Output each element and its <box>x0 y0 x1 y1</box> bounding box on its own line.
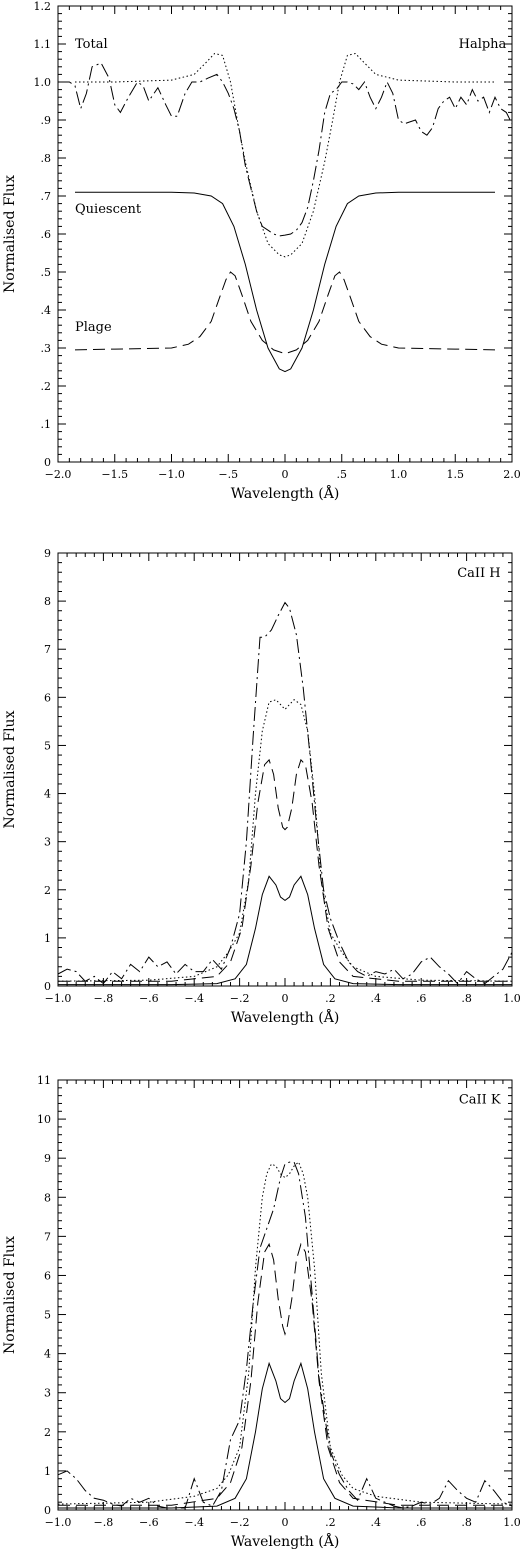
series-dashdot-line <box>57 601 513 985</box>
y-axis-label: Normalised Flux <box>2 710 18 828</box>
y-tick-label: 2 <box>44 1426 51 1439</box>
x-tick-label: 1.0 <box>503 1516 521 1529</box>
y-axis-label: Normalised Flux <box>2 175 18 293</box>
series-dashed-line <box>58 1242 512 1506</box>
y-tick-label: 1.1 <box>34 38 52 51</box>
caii-k-panel: −1.0 −.8 −.6 −.4 −.2 0 .2 .4 .6 .8 1.0 0 1 2 3 4 5 6 7 8 9 10… <box>2 1074 521 1550</box>
y-tick-label: 9 <box>44 1152 51 1165</box>
x-tick-label: −.8 <box>94 1516 114 1529</box>
y-tick-label: 1 <box>44 1465 51 1478</box>
x-tick-label: .8 <box>461 992 472 1005</box>
x-tick-label: .8 <box>461 1516 472 1529</box>
x-tick-label: −1.0 <box>45 1516 72 1529</box>
x-tick-label: −.6 <box>139 992 159 1005</box>
x-tick-label: 1.0 <box>503 992 521 1005</box>
y-tick-label: 8 <box>44 595 51 608</box>
series-dashed-line <box>74 271 496 355</box>
halpha-panel: −2.0 −1.5 −1.0 −.5 0 .5 1.0 1.5 2.0 0 .1 .2 .3 .4 .5 .6… <box>2 0 521 502</box>
plot-frame <box>57 552 513 987</box>
x-tick-label: .6 <box>416 1516 427 1529</box>
y-tick-label: .3 <box>41 342 52 355</box>
y-tick-label: 3 <box>44 836 51 849</box>
series-dashdot-line <box>58 62 513 237</box>
y-tick-label: 4 <box>44 788 51 801</box>
x-tick-label: −.5 <box>218 468 238 481</box>
x-tick-label: −2.0 <box>45 468 72 481</box>
series-solid-line <box>58 1361 512 1509</box>
y-tick-label: .6 <box>41 228 52 241</box>
series-dashdot-line <box>57 1161 513 1509</box>
x-tick-label: −.4 <box>184 1516 204 1529</box>
x-tick-label: 0 <box>282 992 289 1005</box>
y-tick-label: 5 <box>44 1309 51 1322</box>
y-tick-label: 1 <box>44 932 51 945</box>
annotation-label: Plage <box>75 320 112 335</box>
x-tick-label: 1.5 <box>447 468 465 481</box>
y-tick-label: 6 <box>44 1269 51 1282</box>
y-tick-label: .9 <box>41 114 52 127</box>
x-tick-label: 2.0 <box>503 468 521 481</box>
y-tick-label: 6 <box>44 691 51 704</box>
y-tick-label: 3 <box>44 1387 51 1400</box>
series-dashed-line <box>58 758 512 982</box>
annotation-label: CaII H <box>457 566 500 581</box>
y-tick-label: 1.0 <box>34 76 52 89</box>
x-tick-label: −.6 <box>139 1516 159 1529</box>
x-axis-label: Wavelength (Å) <box>231 1008 340 1026</box>
series-dotted-line <box>57 699 513 982</box>
x-tick-label: .4 <box>371 1516 382 1529</box>
x-tick-label: .2 <box>325 992 336 1005</box>
caii-h-panel: −1.0 −.8 −.6 −.4 −.2 0 .2 .4 .6 .8 1.0 0 1 2 3 4 5 6 7 8 9 Wa… <box>2 547 521 1026</box>
y-tick-label: .1 <box>41 418 52 431</box>
x-tick-label: −1.0 <box>45 992 72 1005</box>
annotation-label: CaII K <box>459 1092 501 1107</box>
x-tick-label: −.8 <box>94 992 114 1005</box>
y-tick-label: 4 <box>44 1348 51 1361</box>
x-axis-label: Wavelength (Å) <box>231 1532 340 1550</box>
x-tick-label: .2 <box>325 1516 336 1529</box>
x-tick-label: −.2 <box>230 992 250 1005</box>
x-tick-label: 0 <box>282 1516 289 1529</box>
x-tick-label: −1.0 <box>158 468 185 481</box>
y-tick-label: 1.2 <box>34 0 52 13</box>
y-tick-label: .8 <box>41 152 52 165</box>
series-solid-line <box>75 191 495 373</box>
annotation-label: Quiescent <box>75 202 142 217</box>
x-tick-label: −1.5 <box>101 468 128 481</box>
series-dotted-line <box>57 1161 513 1505</box>
y-tick-label: .7 <box>41 190 52 203</box>
y-tick-label: 10 <box>37 1113 51 1126</box>
series-dotted-line <box>75 52 495 258</box>
x-tick-label: 1.0 <box>390 468 408 481</box>
plot-frame <box>57 5 513 463</box>
annotation-label: Total <box>75 37 108 52</box>
y-tick-label: 0 <box>44 1504 51 1517</box>
y-tick-label: 0 <box>44 980 51 993</box>
series-solid-line <box>58 875 512 986</box>
y-tick-label: 11 <box>37 1074 51 1087</box>
plot-frame <box>57 1079 513 1511</box>
y-tick-label: 7 <box>44 1230 51 1243</box>
x-tick-label: −.2 <box>230 1516 250 1529</box>
y-tick-label: 9 <box>44 547 51 560</box>
x-tick-label: .6 <box>416 992 427 1005</box>
y-tick-label: .5 <box>41 266 52 279</box>
x-tick-label: .5 <box>337 468 348 481</box>
y-tick-label: 7 <box>44 643 51 656</box>
x-axis-label: Wavelength (Å) <box>231 484 340 502</box>
y-tick-label: 2 <box>44 884 51 897</box>
y-tick-label: 0 <box>44 456 51 469</box>
x-tick-label: −.4 <box>184 992 204 1005</box>
x-tick-label: .4 <box>371 992 382 1005</box>
y-tick-label: .4 <box>41 304 52 317</box>
annotation-label: Halpha <box>459 37 507 52</box>
y-tick-label: 5 <box>44 739 51 752</box>
y-tick-label: .2 <box>41 380 52 393</box>
y-axis-label: Normalised Flux <box>2 1236 18 1354</box>
x-tick-label: 0 <box>282 468 289 481</box>
y-tick-label: 8 <box>44 1191 51 1204</box>
